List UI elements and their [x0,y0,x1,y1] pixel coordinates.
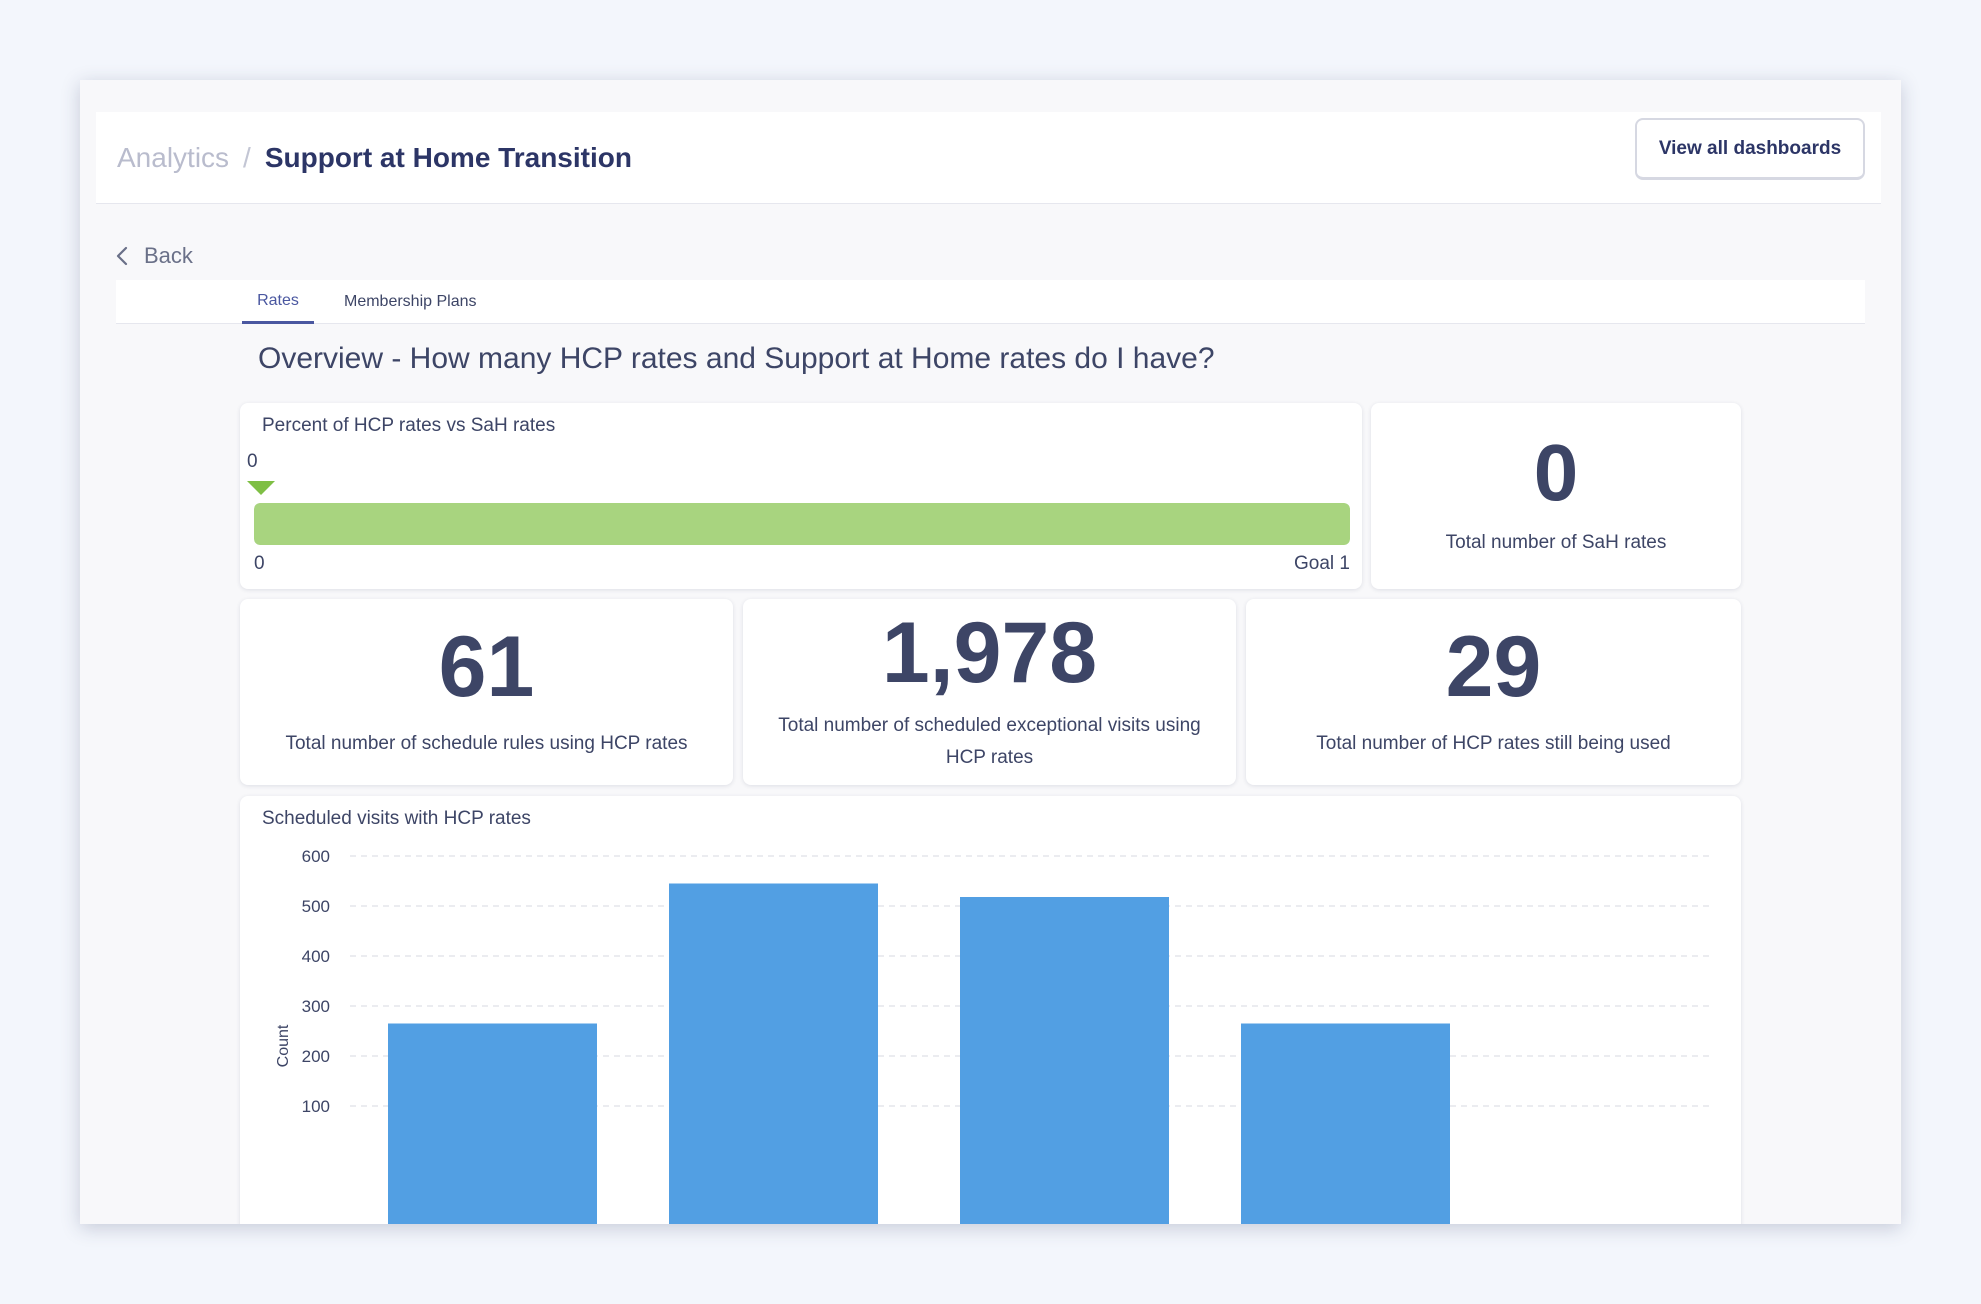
hcp-still-used-label: Total number of HCP rates still being us… [1316,733,1671,754]
hcp-still-used-value: 29 [1445,619,1542,715]
scheduled-visits-chart-card: Scheduled visits with HCP rates 100 200 30… [240,796,1741,1224]
percent-rates-title: Percent of HCP rates vs SaH rates [262,415,556,436]
schedule-rules-label: Total number of schedule rules using HCP… [285,733,688,754]
schedule-rules-value: 61 [438,619,535,715]
bar [388,1023,597,1224]
breadcrumb-analytics-link[interactable]: Analytics [117,142,230,173]
progress-marker-icon [247,481,275,495]
y-tick-label: 600 [302,847,330,866]
progress-bar-fill [254,503,1350,545]
breadcrumb-separator: / [243,142,251,173]
page-title: Support at Home Transition [264,142,632,173]
progress-bar [254,503,1350,545]
back-link[interactable]: Back [116,238,193,274]
bar [669,883,878,1224]
back-label: Back [144,243,193,268]
exceptional-visits-card: 1,978 Total number of scheduled exceptio… [743,599,1236,785]
y-tick-label: 500 [302,897,330,916]
schedule-rules-card: 61 Total number of schedule rules using … [240,599,733,785]
tab-membership-plans[interactable]: Membership Plans [344,293,477,310]
sah-rates-label: Total number of SaH rates [1445,532,1667,553]
dashboard-window: Analytics / Support at Home Transition V… [80,80,1901,1224]
view-all-dashboards-button[interactable]: View all dashboards [1635,118,1865,180]
y-tick-label: 100 [302,1097,330,1116]
y-tick-label: 200 [302,1047,330,1066]
chart-title: Scheduled visits with HCP rates [262,808,531,829]
y-tick-label: 400 [302,947,330,966]
tab-bar: Rates Membership Plans [116,280,1865,324]
progress-min-label: 0 [254,553,265,574]
y-axis-label: Count [275,1024,292,1067]
bar [960,897,1169,1224]
sah-rates-card: 0 Total number of SaH rates [1371,403,1741,589]
exceptional-visits-value: 1,978 [881,605,1098,701]
y-tick-label: 300 [302,997,330,1016]
scheduled-visits-bar-chart: 100 200 300 400 500 600 Count [275,847,1710,1224]
progress-marker-value: 0 [247,451,258,472]
breadcrumb: Analytics / Support at Home Transition [117,112,632,204]
section-title: Overview - How many HCP rates and Suppor… [258,342,1215,375]
hcp-still-used-card: 29 Total number of HCP rates still being… [1246,599,1741,785]
percent-rates-card: Percent of HCP rates vs SaH rates 0 0 Go… [240,403,1362,589]
page-header: Analytics / Support at Home Transition V… [96,112,1881,204]
exceptional-visits-label: Total number of scheduled exceptional vi… [778,715,1201,768]
progress-goal-label: Goal 1 [1294,553,1350,574]
chevron-left-icon [116,246,128,266]
sah-rates-value: 0 [1533,428,1579,517]
bar [1241,1023,1450,1224]
tab-rates[interactable]: Rates [242,280,314,324]
